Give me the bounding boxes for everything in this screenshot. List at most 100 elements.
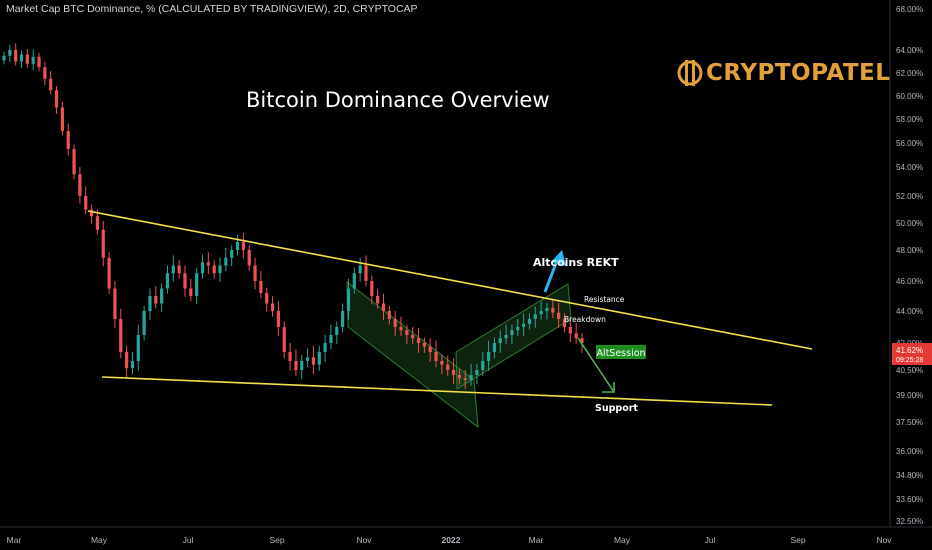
- y-tick-label: 44.00%: [896, 307, 923, 316]
- y-tick-label: 46.00%: [896, 277, 923, 286]
- annotation-altsession: AltSession: [596, 348, 645, 359]
- candle-body: [329, 335, 333, 343]
- candle-body: [294, 361, 298, 370]
- candle-body: [31, 56, 35, 64]
- candle-body: [446, 364, 450, 370]
- candle-body: [341, 311, 345, 327]
- annotation-support: Support: [595, 403, 638, 414]
- resistance-trendline: [87, 210, 813, 350]
- candle-body: [189, 288, 193, 296]
- logo: CRYPTOPATEL: [676, 56, 890, 90]
- y-tick-label: 32.50%: [896, 517, 923, 526]
- candle-body: [574, 333, 578, 339]
- down-arrow-shaft: [577, 337, 615, 393]
- candle-body: [119, 319, 123, 352]
- candle-body: [469, 375, 473, 380]
- candle-body: [527, 319, 532, 324]
- x-tick-label: Sep: [790, 535, 805, 545]
- candle-body: [522, 323, 526, 327]
- candle-body: [457, 375, 461, 379]
- candle-body: [14, 50, 18, 62]
- up-arrow-head: [551, 250, 566, 266]
- candle-body: [288, 352, 292, 361]
- y-tick-label: 68.00%: [896, 5, 923, 14]
- y-tick-label: 39.00%: [896, 391, 923, 400]
- candle-body: [160, 288, 164, 304]
- candle-body: [66, 131, 70, 149]
- altsession-box: [596, 345, 646, 359]
- candle-body: [43, 67, 47, 79]
- candle-body: [440, 361, 444, 365]
- x-tick-label: Nov: [356, 535, 372, 545]
- y-tick-label: 54.00%: [896, 163, 923, 172]
- x-tick-label: Mar: [529, 535, 544, 545]
- candle-body: [54, 90, 59, 108]
- candle-body: [358, 265, 362, 274]
- candle-body: [276, 311, 281, 327]
- price-badge-value: 41.62%: [896, 346, 923, 355]
- candle-body: [218, 265, 222, 274]
- y-tick-label: 37.50%: [896, 418, 923, 427]
- candle-body: [498, 338, 502, 343]
- candle-body: [130, 361, 135, 369]
- candle-body: [200, 262, 205, 274]
- candle-body: [95, 216, 100, 230]
- candle-body: [376, 296, 380, 304]
- candle-body: [259, 281, 263, 293]
- x-tick-label: Nov: [876, 535, 892, 545]
- candle-body: [253, 265, 257, 281]
- candle-body: [19, 54, 24, 62]
- annotation-resistance: Resistance: [584, 295, 625, 304]
- candle-body: [84, 196, 88, 210]
- y-tick-label: 48.00%: [896, 246, 923, 255]
- candle-body: [265, 293, 269, 304]
- annotation-breakdown: Breakdown: [564, 315, 606, 324]
- candle-body: [492, 343, 497, 352]
- candle-body: [49, 78, 53, 91]
- logo-text: CRYPTOPATEL: [706, 60, 891, 86]
- y-tick-label: 52.00%: [896, 192, 923, 201]
- candle-body: [241, 241, 245, 250]
- candle-body: [346, 288, 351, 311]
- candle-body: [230, 250, 234, 258]
- candle-body: [212, 265, 216, 274]
- candle-body: [580, 338, 584, 343]
- candle-body: [270, 303, 275, 311]
- candle-body: [562, 319, 567, 327]
- y-tick-label: 36.00%: [896, 447, 923, 456]
- candle-body: [125, 352, 129, 369]
- candle-body: [551, 308, 555, 313]
- candle-body: [224, 257, 228, 266]
- candle-body: [89, 209, 94, 217]
- candle-body: [305, 357, 310, 361]
- candle-body: [37, 56, 41, 68]
- candle-body: [516, 327, 520, 331]
- candle-body: [101, 229, 105, 258]
- y-tick-label: 64.00%: [896, 46, 923, 55]
- candle-body: [434, 352, 438, 361]
- candle-body: [504, 335, 508, 339]
- candle-body: [352, 273, 356, 289]
- candle-body: [481, 361, 485, 370]
- down-arrow-head: [602, 382, 615, 393]
- x-tick-label: May: [91, 535, 108, 545]
- candle-body: [317, 352, 321, 365]
- candle-body: [72, 149, 76, 175]
- candle-body: [282, 327, 286, 352]
- candle-body: [323, 343, 327, 352]
- chart-title: Bitcoin Dominance Overview: [246, 88, 550, 112]
- candle-body: [206, 262, 210, 266]
- candle-body: [142, 311, 146, 335]
- candle-body: [165, 273, 170, 289]
- candle-body: [335, 327, 339, 335]
- candle-body: [171, 265, 175, 274]
- candle-body: [154, 296, 158, 304]
- candle-body: [370, 281, 374, 296]
- candle-body: [311, 357, 316, 365]
- candle-body: [416, 338, 421, 343]
- x-tick-label: Mar: [7, 535, 22, 545]
- candle-body: [381, 303, 386, 311]
- up-channel: [455, 283, 572, 390]
